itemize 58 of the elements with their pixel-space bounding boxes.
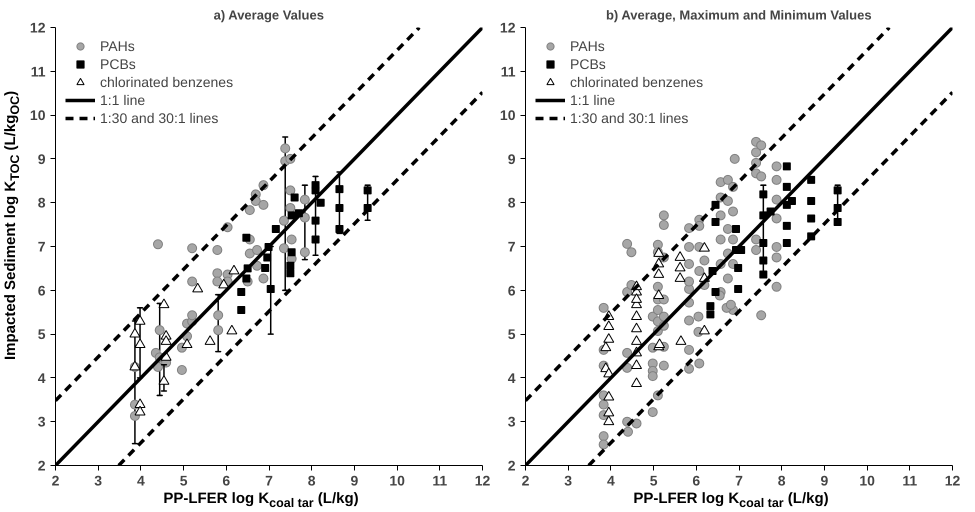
legend-label: chlorinated benzenes — [100, 73, 234, 91]
y-tick-label: 12 — [30, 20, 46, 36]
x-tick-label: 10 — [389, 472, 406, 488]
x-tick-label: 12 — [474, 472, 490, 488]
x-tick-label: 8 — [778, 472, 786, 488]
x-tick-label: 11 — [432, 472, 448, 488]
y-tick-label: 7 — [508, 238, 516, 254]
x-axis-title: PP-LFER log K$_{coal tar}$ (L/kg) — [632, 489, 830, 512]
legend-label: PAHs — [100, 37, 135, 55]
x-axis-title: PP-LFER log K$_{coal tar}$ (L/kg) — [162, 489, 360, 512]
y-tick-label: 6 — [508, 282, 516, 298]
y-tick-label: 3 — [508, 414, 516, 430]
y-tick-label: 9 — [38, 150, 46, 167]
x-tick-label: 12 — [944, 472, 960, 488]
x-tick-label: 7 — [735, 472, 744, 488]
x-tick-label: 3 — [94, 472, 102, 488]
legend-label: PCBs — [100, 55, 136, 73]
y-tick-label: 8 — [508, 194, 516, 211]
x-tick-label: 4 — [137, 472, 146, 488]
y-tick-label: 8 — [38, 194, 46, 211]
y-tick-label: 5 — [38, 326, 46, 342]
y-tick-label: 11 — [30, 63, 46, 80]
x-tick-label: 6 — [692, 472, 700, 488]
y-tick-label: 3 — [38, 414, 46, 430]
y-tick-label: 9 — [508, 150, 516, 167]
y-tick-label: 7 — [38, 238, 46, 254]
legend-label: chlorinated benzenes — [570, 73, 704, 91]
legend-label: PAHs — [570, 37, 605, 55]
x-tick-label: 2 — [522, 472, 530, 488]
x-tick-label: 11 — [902, 472, 918, 488]
legend-label: 1:1 line — [100, 91, 146, 109]
x-tick-label: 6 — [222, 472, 230, 488]
y-tick-label: 4 — [38, 370, 46, 386]
legend-label: 1:30 and 30:1 lines — [100, 109, 218, 127]
x-tick-label: 8 — [308, 472, 316, 488]
chart-title: a) Average Values — [214, 8, 324, 22]
legend-label: PCBs — [570, 55, 606, 73]
y-tick-label: 4 — [508, 370, 516, 386]
x-tick-label: 9 — [820, 472, 829, 488]
chart-title: b) Average, Maximum and Minimum Values — [606, 8, 872, 22]
legend-label: 1:1 line — [570, 91, 616, 109]
y-tick-label: 6 — [38, 282, 46, 298]
x-tick-label: 2 — [52, 472, 60, 488]
x-tick-label: 3 — [564, 472, 572, 488]
x-tick-label: 9 — [350, 472, 359, 488]
y-tick-label: 2 — [38, 458, 46, 474]
y-tick-label: 5 — [508, 326, 516, 342]
x-tick-label: 5 — [180, 472, 188, 488]
y-tick-label: 10 — [30, 107, 46, 124]
legend-label: 1:30 and 30:1 lines — [570, 109, 688, 127]
y-tick-label: 12 — [500, 20, 516, 36]
x-tick-label: 5 — [650, 472, 658, 488]
y-tick-label: 11 — [500, 63, 516, 80]
x-tick-label: 7 — [265, 472, 274, 488]
y-tick-label: 10 — [500, 107, 516, 124]
y-tick-label: 2 — [508, 458, 516, 474]
x-tick-label: 4 — [607, 472, 616, 488]
x-tick-label: 10 — [859, 472, 876, 488]
